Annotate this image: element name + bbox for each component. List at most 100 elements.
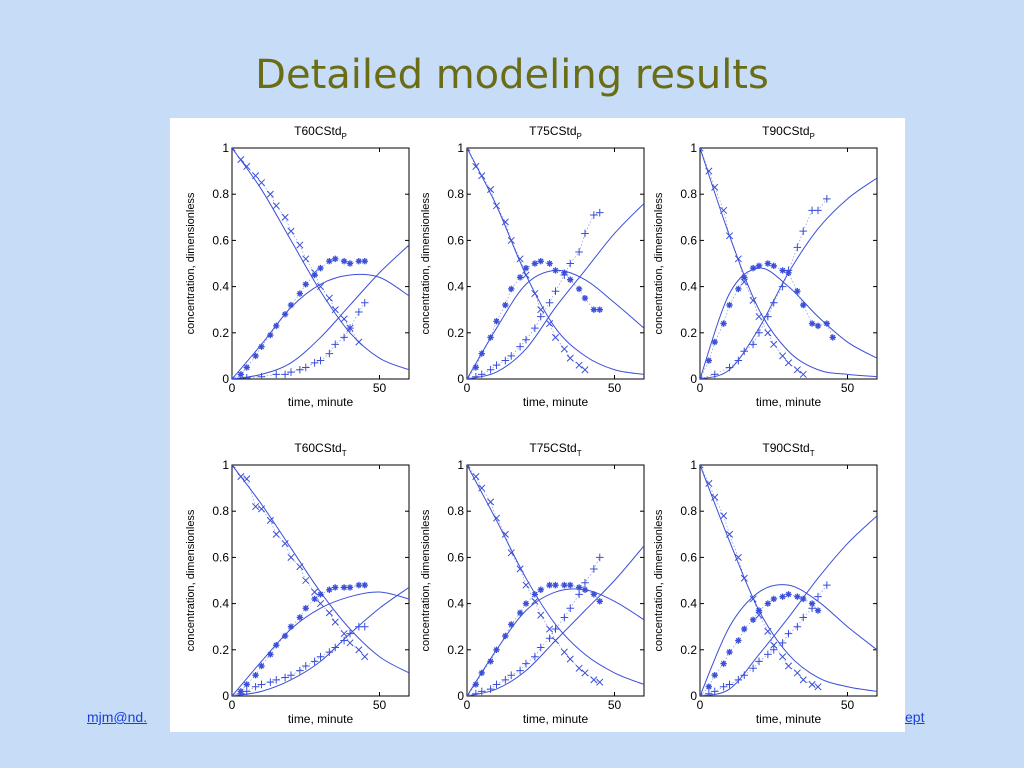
data-point bbox=[561, 581, 568, 589]
model-curve-6 bbox=[700, 177, 877, 379]
axes-box bbox=[466, 464, 645, 697]
data-point bbox=[770, 595, 777, 603]
y-tick-label: 0 bbox=[222, 372, 229, 386]
data-point bbox=[537, 586, 544, 593]
subplot-6: T90CStdT 0 0.2 0.4 0.6 0.8 1 0 50 time, minute con… bbox=[653, 441, 878, 726]
data-point bbox=[301, 662, 310, 670]
data-point bbox=[705, 683, 713, 690]
data-connector bbox=[467, 584, 600, 696]
data-point bbox=[800, 301, 807, 309]
data-point bbox=[726, 648, 733, 656]
model-curve-6 bbox=[232, 244, 409, 379]
data-point bbox=[814, 206, 822, 215]
model-curve-5 bbox=[467, 588, 644, 696]
data-point bbox=[258, 662, 265, 670]
data-point bbox=[705, 689, 713, 696]
data-connector bbox=[232, 258, 365, 379]
data-point bbox=[551, 625, 560, 633]
data-point bbox=[799, 676, 807, 684]
data-connector bbox=[232, 148, 360, 343]
data-point bbox=[823, 195, 831, 203]
data-point bbox=[567, 581, 574, 589]
data-point bbox=[472, 472, 480, 481]
data-point bbox=[325, 294, 333, 302]
data-point bbox=[267, 331, 274, 339]
data-point bbox=[302, 605, 309, 612]
data-point bbox=[508, 285, 515, 293]
footer-email-link[interactable]: mjm@nd. bbox=[87, 709, 148, 725]
data-point bbox=[296, 290, 304, 297]
data-point bbox=[361, 581, 368, 589]
data-point bbox=[331, 340, 340, 349]
data-point bbox=[501, 356, 510, 365]
data-point bbox=[501, 218, 509, 226]
data-point bbox=[477, 687, 486, 696]
model-curve-6 bbox=[467, 203, 644, 379]
data-point bbox=[778, 639, 787, 647]
data-point bbox=[725, 680, 734, 689]
subplot-3: T90CStdP 0 0.2 0.4 0.6 0.8 1 0 50 time, minute con… bbox=[653, 124, 878, 409]
data-point bbox=[311, 271, 318, 279]
data-point bbox=[545, 298, 554, 307]
y-tick-label: 1 bbox=[690, 458, 697, 472]
data-point bbox=[799, 370, 807, 378]
data-point bbox=[705, 357, 713, 364]
data-point bbox=[595, 553, 604, 562]
data-point bbox=[581, 229, 589, 238]
data-point bbox=[266, 190, 274, 198]
y-tick-label: 0.8 bbox=[680, 187, 697, 201]
axes-box bbox=[231, 464, 410, 697]
x-tick-label: 0 bbox=[697, 381, 704, 395]
data-point bbox=[310, 359, 319, 367]
data-point bbox=[755, 611, 763, 619]
x-tick-label: 50 bbox=[841, 698, 855, 712]
data-point bbox=[273, 641, 280, 649]
y-tick-label: 0 bbox=[457, 689, 464, 703]
x-tick-label: 0 bbox=[464, 698, 471, 712]
data-point bbox=[814, 592, 822, 601]
data-point bbox=[340, 636, 348, 645]
data-connector bbox=[700, 465, 819, 688]
data-point bbox=[794, 593, 801, 600]
figure-panel: T60CStdP 0 0.2 0.4 0.6 0.8 1 0 50 time, minute con… bbox=[170, 118, 905, 732]
x-tick-label: 50 bbox=[608, 698, 622, 712]
data-point bbox=[266, 516, 274, 524]
plot-area bbox=[232, 465, 409, 696]
data-point bbox=[581, 294, 589, 302]
data-point bbox=[251, 682, 260, 691]
data-point bbox=[331, 306, 339, 314]
data-point bbox=[726, 301, 733, 309]
model-curve-4 bbox=[467, 148, 644, 375]
data-point bbox=[735, 637, 742, 644]
x-tick-label: 0 bbox=[697, 698, 704, 712]
y-tick-label: 0.4 bbox=[447, 597, 464, 611]
data-point bbox=[720, 320, 727, 327]
data-point bbox=[340, 333, 348, 342]
data-point bbox=[793, 622, 802, 631]
y-tick-label: 0.8 bbox=[447, 504, 464, 518]
data-point bbox=[316, 600, 325, 608]
data-point bbox=[823, 320, 831, 327]
subplot-title: T90CStdT bbox=[762, 441, 814, 458]
footer-right-link[interactable]: ept bbox=[905, 709, 925, 725]
data-point bbox=[326, 257, 333, 265]
subplot-title: T90CStdP bbox=[762, 124, 815, 141]
y-tick-label: 1 bbox=[457, 458, 464, 472]
data-point bbox=[340, 630, 348, 638]
data-point bbox=[340, 257, 348, 265]
data-point bbox=[764, 650, 772, 659]
data-point bbox=[340, 315, 348, 323]
data-connector bbox=[467, 260, 600, 379]
data-point bbox=[243, 162, 251, 171]
data-point bbox=[749, 664, 757, 673]
data-point bbox=[537, 257, 544, 265]
y-tick-label: 1 bbox=[222, 458, 229, 472]
data-point bbox=[355, 581, 363, 589]
data-point bbox=[779, 653, 787, 661]
x-axis-label: time, minute bbox=[756, 712, 822, 726]
data-point bbox=[325, 349, 334, 358]
data-point bbox=[522, 264, 530, 272]
axes-box bbox=[466, 147, 645, 380]
data-point bbox=[266, 678, 275, 686]
data-connector bbox=[232, 302, 366, 379]
